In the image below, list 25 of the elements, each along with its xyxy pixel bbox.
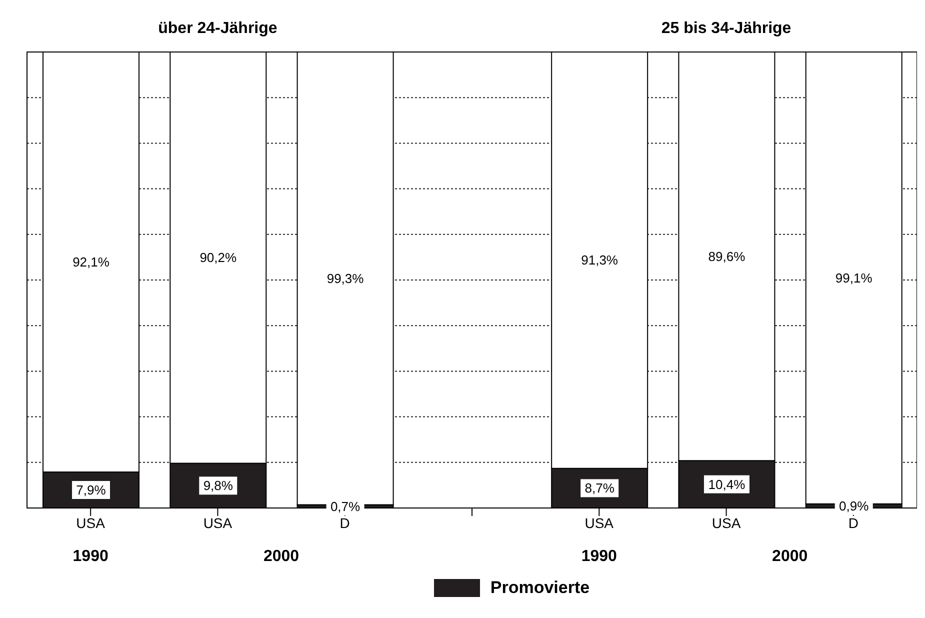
- text: 1990: [580, 548, 618, 566]
- data-label: 9,8%: [203, 478, 234, 494]
- text: 25 bis 34-Jährige: [660, 20, 792, 38]
- text: 2000: [262, 548, 300, 566]
- data-label: 92,1%: [72, 254, 110, 270]
- data-label: 8,7%: [584, 480, 615, 496]
- legend-label: Promovierte: [490, 578, 590, 598]
- data-label: 90,2%: [200, 250, 238, 266]
- x-tick-label: USA: [712, 514, 742, 531]
- data-label: 89,6%: [708, 248, 746, 264]
- data-label: 0,9%: [839, 498, 870, 514]
- data-label: 91,3%: [581, 252, 618, 268]
- data-label: 10,4%: [708, 476, 746, 492]
- text: über 24-Jährige: [157, 20, 278, 38]
- data-label: 0,7%: [330, 498, 361, 514]
- data-label: 99,3%: [326, 270, 364, 286]
- text: 1990: [72, 548, 110, 566]
- x-tick-label: D: [340, 514, 350, 531]
- data-label: 99,1%: [835, 270, 873, 286]
- x-tick-label: USA: [584, 514, 614, 531]
- text: 2000: [771, 548, 809, 566]
- x-tick-label: USA: [76, 514, 106, 531]
- x-tick-label: USA: [203, 514, 233, 531]
- data-label: 7,9%: [76, 482, 106, 498]
- x-tick-label: D: [848, 514, 858, 531]
